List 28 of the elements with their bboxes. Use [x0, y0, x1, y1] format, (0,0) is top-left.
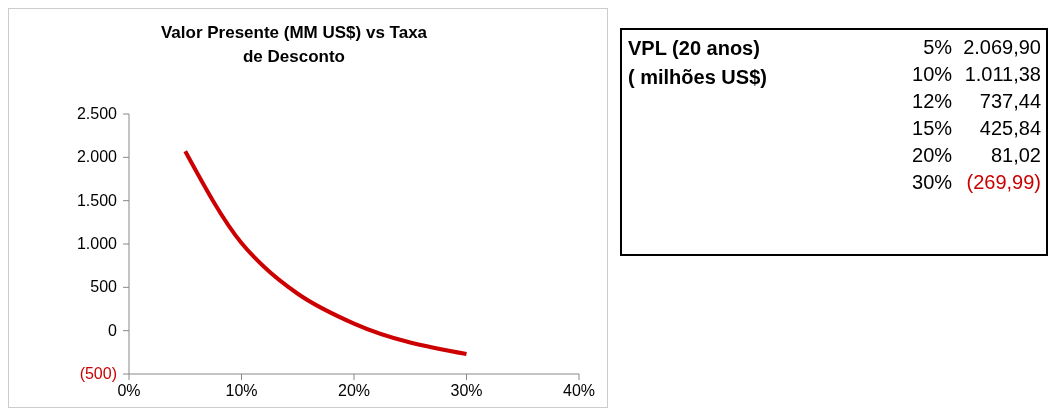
text: ( milhões US$) [628, 65, 767, 90]
x-tick-label: 0% [117, 382, 141, 399]
y-tick-label: 1.500 [76, 191, 118, 209]
chart-title: Valor Presente (MM US$) vs Taxa de Desconto [159, 22, 429, 68]
text: 81,02 [989, 143, 1042, 168]
x-tick-label: 10% [225, 382, 258, 399]
y-tick-label: 500 [90, 278, 118, 296]
x-tick-label: 20% [337, 382, 371, 399]
text: 12% [911, 89, 954, 114]
text: 30% [911, 170, 954, 195]
text: 5% [922, 35, 954, 60]
x-tick-label: 30% [450, 382, 483, 399]
y-tick-label: (500) [79, 365, 117, 382]
text: 15% [911, 116, 954, 141]
text: 10% [911, 62, 954, 87]
text: 737,44 [978, 89, 1042, 114]
y-tick-label: 2.500 [76, 105, 118, 122]
y-tick-label: 2.000 [76, 148, 118, 166]
text: 1.011,38 [963, 62, 1042, 87]
text: 20% [911, 143, 954, 168]
line-series [183, 149, 469, 357]
text: (269,99) [965, 170, 1042, 195]
text: 425,84 [978, 116, 1042, 141]
x-tick-label: 40% [562, 382, 596, 399]
y-tick-label: 1.000 [76, 235, 118, 252]
text: 2.069,90 [962, 35, 1042, 60]
text: VPL (20 anos) [628, 36, 761, 61]
y-tick-label: 0 [108, 321, 118, 339]
